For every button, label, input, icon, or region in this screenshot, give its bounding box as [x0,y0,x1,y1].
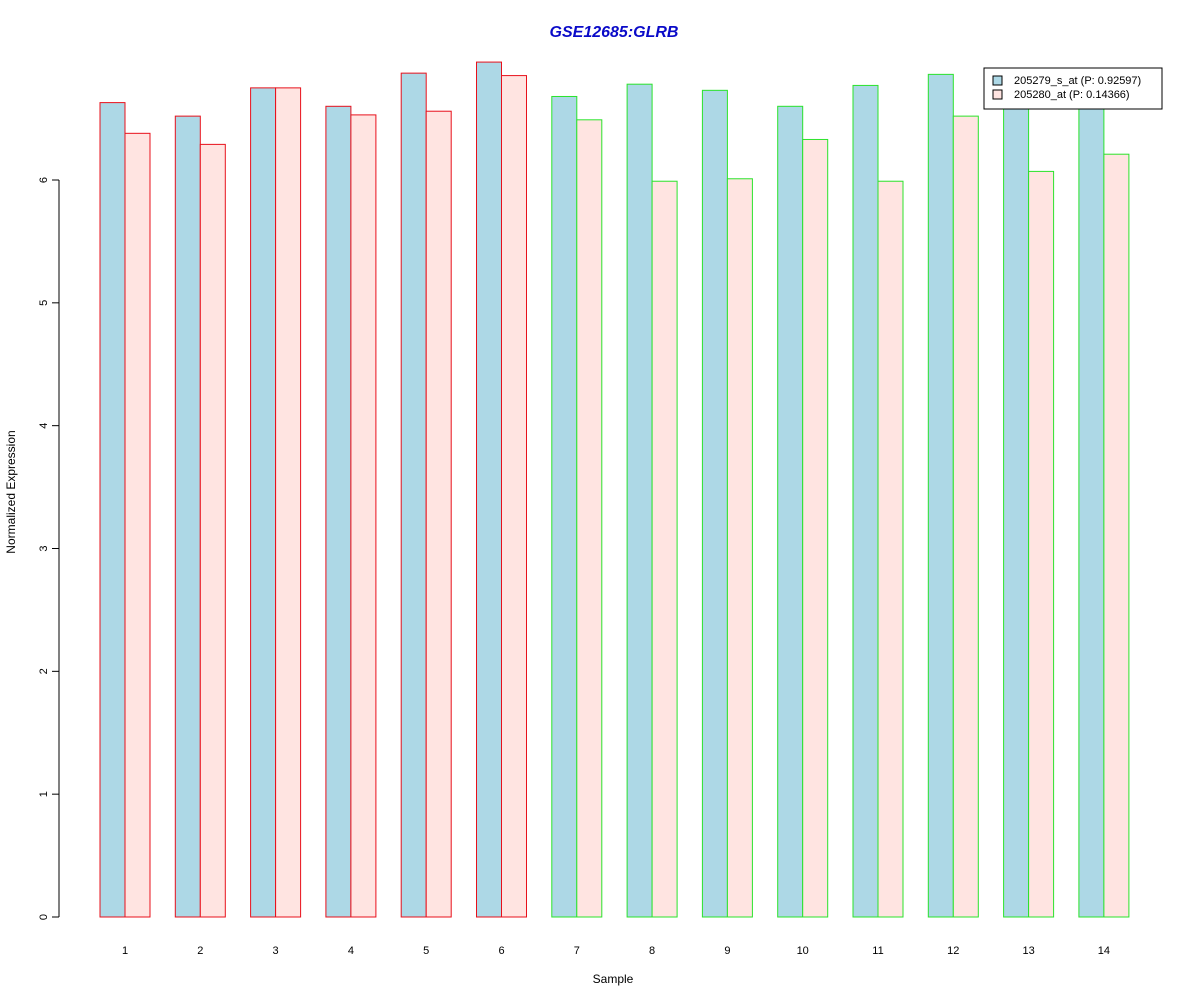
bar-series-2-sample-1 [124,132,151,918]
legend-label: 205280_at (P: 0.14366) [1014,89,1130,101]
legend-label: 205279_s_at (P: 0.92597) [1014,75,1141,87]
bar-series-2-sample-8 [651,180,678,918]
y-tick-label: 1 [38,791,50,797]
bar-series-1-sample-8 [626,83,653,918]
bar-series-1-sample-13 [1003,104,1030,918]
bar-series-1-sample-1 [99,102,126,918]
x-tick-label: 3 [273,945,279,957]
bar-series-2-sample-2 [199,143,226,918]
bar-series-1-sample-5 [400,72,427,918]
x-tick-label: 1 [122,945,128,957]
y-axis: 0 1 2 3 4 5 6 [38,177,60,920]
legend-swatch [992,75,1003,86]
y-axis-title: Normalized Expression [4,430,18,553]
bar-series-2-sample-9 [726,178,753,918]
bar-series-1-sample-4 [325,105,352,918]
bar-series-2-sample-14 [1103,153,1130,918]
x-tick-label: 11 [872,945,883,957]
bar-series-2-sample-6 [501,75,527,918]
bar-series-1-sample-11 [852,84,879,918]
bar-series-2-sample-12 [952,115,979,918]
x-tick-label: 5 [423,945,429,957]
y-tick-label: 0 [38,914,50,920]
x-tick-label: 6 [498,945,504,957]
x-axis-title: Sample [593,972,634,986]
bar-series-2-sample-7 [576,119,603,918]
bar-series-1-sample-3 [250,87,277,918]
x-tick-label: 8 [649,945,655,957]
x-tick-label: 7 [574,945,580,957]
bar-series-1-sample-14 [1078,103,1105,918]
y-tick-label: 6 [38,177,50,183]
bar-series-1-sample-2 [174,115,201,918]
legend-swatch [992,89,1003,100]
bar-series-1-sample-10 [777,105,804,918]
bars [99,61,1130,918]
x-tick-label: 12 [947,945,959,957]
bar-series-2-sample-11 [877,180,904,918]
chart-title: GSE12685:GLRB [550,24,679,41]
bar-series-2-sample-5 [425,110,452,918]
bar-series-1-sample-12 [927,73,954,918]
bar-series-1-sample-6 [476,61,502,918]
bar-series-2-sample-13 [1028,170,1055,918]
x-tick-label: 9 [724,945,730,957]
bar-series-2-sample-3 [275,87,302,918]
bar-series-2-sample-4 [350,114,377,918]
y-tick-label: 5 [38,300,50,306]
x-tick-label: 4 [348,945,354,957]
bar-series-1-sample-9 [701,89,728,918]
x-tick-label: 13 [1022,945,1034,957]
y-tick-label: 2 [38,668,50,674]
y-tick-label: 4 [38,423,50,429]
bar-series-2-sample-10 [802,138,829,918]
x-tick-label: 10 [797,945,809,957]
y-tick-label: 3 [38,545,50,551]
legend-box [983,67,1163,110]
bar-series-1-sample-7 [551,95,578,918]
x-tick-label: 2 [197,945,203,957]
x-axis-labels: 1 2 3 4 5 6 7 8 9 10 11 12 13 14 [122,945,1110,957]
legend: 205279_s_at (P: 0.92597) 205280_at (P: 0.… [983,67,1163,110]
x-tick-label: 14 [1098,945,1110,957]
